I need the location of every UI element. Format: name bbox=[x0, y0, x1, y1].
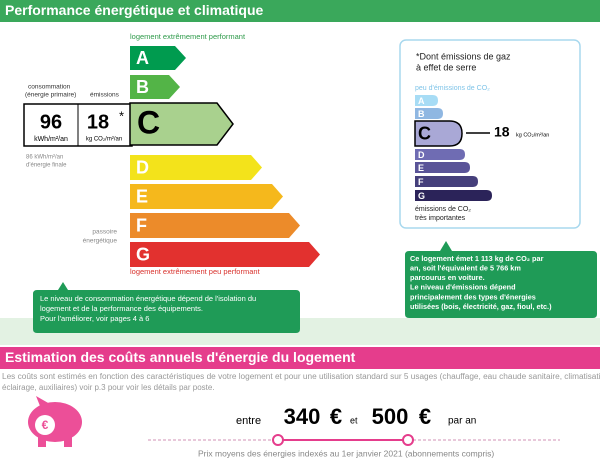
climate-unit: kg CO₂/m²/an bbox=[516, 132, 549, 138]
final-energy: 86 kWh/m²/an bbox=[26, 155, 63, 161]
passoire-label: passoire bbox=[92, 229, 117, 236]
costs-per: par an bbox=[448, 416, 476, 427]
climate-class-bar bbox=[415, 149, 465, 160]
climate-class-letter: D bbox=[418, 150, 425, 160]
scale-top-label: logement extrêmement performant bbox=[130, 32, 246, 41]
energy-class-bar bbox=[130, 155, 262, 180]
energy-class-letter: E bbox=[136, 186, 148, 206]
climate-class-letter: G bbox=[418, 191, 425, 201]
climate-top-label: peu d'émissions de CO₂ bbox=[415, 85, 490, 92]
emissions-value: 18 bbox=[87, 111, 109, 133]
costs-and: et bbox=[350, 415, 358, 425]
energy-class-bar bbox=[130, 184, 283, 209]
right-callout bbox=[405, 241, 597, 318]
costs-high: 500 bbox=[372, 404, 409, 429]
consumption-unit: kWh/m²/an bbox=[34, 136, 68, 143]
header-title: Performance énergétique et climatique bbox=[5, 2, 264, 18]
climate-title: à effet de serre bbox=[416, 62, 476, 72]
costs-low: 340 bbox=[284, 404, 321, 429]
header-bar bbox=[0, 0, 600, 22]
piggy-coin bbox=[35, 415, 55, 435]
climate-value: 18 bbox=[494, 124, 510, 140]
costs-bar bbox=[0, 347, 600, 369]
climate-class-bar bbox=[414, 120, 463, 147]
right-callout-line: principalement des types d'énergies bbox=[410, 292, 536, 301]
energy-class-letter: B bbox=[136, 77, 149, 97]
costs-description: Les coûts sont estimés en fonction des c… bbox=[2, 372, 600, 381]
piggy-currency: € bbox=[42, 418, 49, 432]
right-callout-line: Ce logement émet 1 113 kg de CO₂ par bbox=[410, 254, 544, 263]
right-callout-line: parcourus en voiture. bbox=[410, 273, 485, 282]
consumption-value: 96 bbox=[40, 111, 62, 133]
emissions-mark: * bbox=[119, 108, 124, 123]
energy-class-bar bbox=[130, 75, 180, 99]
passoire-label: énergétique bbox=[83, 238, 118, 245]
emissions-label: émissions bbox=[90, 92, 120, 99]
climate-class-letter: B bbox=[418, 109, 425, 119]
climate-class-letter: E bbox=[418, 163, 424, 173]
piggy-ear bbox=[36, 396, 50, 406]
piggy-leg bbox=[38, 437, 46, 447]
climate-class-bar bbox=[415, 190, 492, 201]
climate-class-bar bbox=[415, 162, 470, 173]
consumption-label: (énergie primaire) bbox=[25, 92, 76, 99]
costs-currency: € bbox=[330, 404, 342, 429]
climate-bottom-label: très importantes bbox=[415, 215, 466, 222]
energy-class-bar bbox=[130, 242, 320, 267]
energy-class-letter: G bbox=[136, 244, 150, 264]
climate-class-bar bbox=[415, 108, 443, 119]
costs-title: Estimation des coûts annuels d'énergie d… bbox=[5, 349, 356, 365]
climate-title: *Dont émissions de gaz bbox=[416, 51, 511, 61]
climate-class-bar bbox=[415, 95, 438, 106]
energy-class-bar bbox=[129, 102, 234, 146]
costs-footnote: Prix moyens des énergies indexés au 1er … bbox=[198, 448, 494, 458]
final-energy: d'énergie finale bbox=[26, 163, 67, 169]
energy-class-bar bbox=[130, 46, 186, 70]
energy-class-letter: D bbox=[136, 157, 149, 177]
right-callout-line: Le niveau d'émissions dépend bbox=[410, 283, 516, 292]
right-callout-text: Ce logement émet 1 113 kg de CO₂ paran, … bbox=[410, 254, 552, 311]
scale-bottom-label: logement extrêmement peu performant bbox=[130, 267, 261, 276]
climate-class-letter: C bbox=[418, 123, 431, 143]
costs-description: éclairage, auxiliaires) voir p.3 pour vo… bbox=[2, 383, 215, 392]
right-callout-line: an, soit l'équivalent de 5 766 km bbox=[410, 264, 521, 273]
left-callout-text: Le niveau de consommation énergétique dé… bbox=[40, 294, 256, 323]
left-callout-line: logement et de la performance des équipe… bbox=[40, 304, 203, 313]
energy-class-bar bbox=[130, 213, 300, 238]
range-dot bbox=[272, 434, 284, 446]
energy-class-letter: C bbox=[137, 104, 160, 140]
climate-class-letter: A bbox=[418, 96, 425, 106]
piggy-icon: € bbox=[28, 396, 82, 447]
left-callout bbox=[33, 282, 300, 333]
consumption-label: consommation bbox=[28, 84, 71, 91]
left-callout-line: Pour l'améliorer, voir pages 4 à 6 bbox=[40, 314, 149, 323]
energy-class-letter: F bbox=[136, 215, 147, 235]
emissions-unit: kg CO₂/m²/an bbox=[86, 137, 122, 143]
piggy-leg bbox=[64, 437, 72, 447]
climate-class-letter: F bbox=[418, 177, 424, 187]
right-callout-line: utilisées (bois, électricité, gaz, fioul… bbox=[410, 302, 552, 311]
energy-class-letter: A bbox=[136, 48, 149, 68]
range-dot bbox=[402, 434, 414, 446]
costs-currency: € bbox=[419, 404, 431, 429]
left-callout-line: Le niveau de consommation énergétique dé… bbox=[40, 294, 256, 303]
costs-from: entre bbox=[236, 415, 261, 427]
climate-bottom-label: émissions de CO₂ bbox=[415, 206, 471, 213]
climate-class-bar bbox=[415, 176, 478, 187]
